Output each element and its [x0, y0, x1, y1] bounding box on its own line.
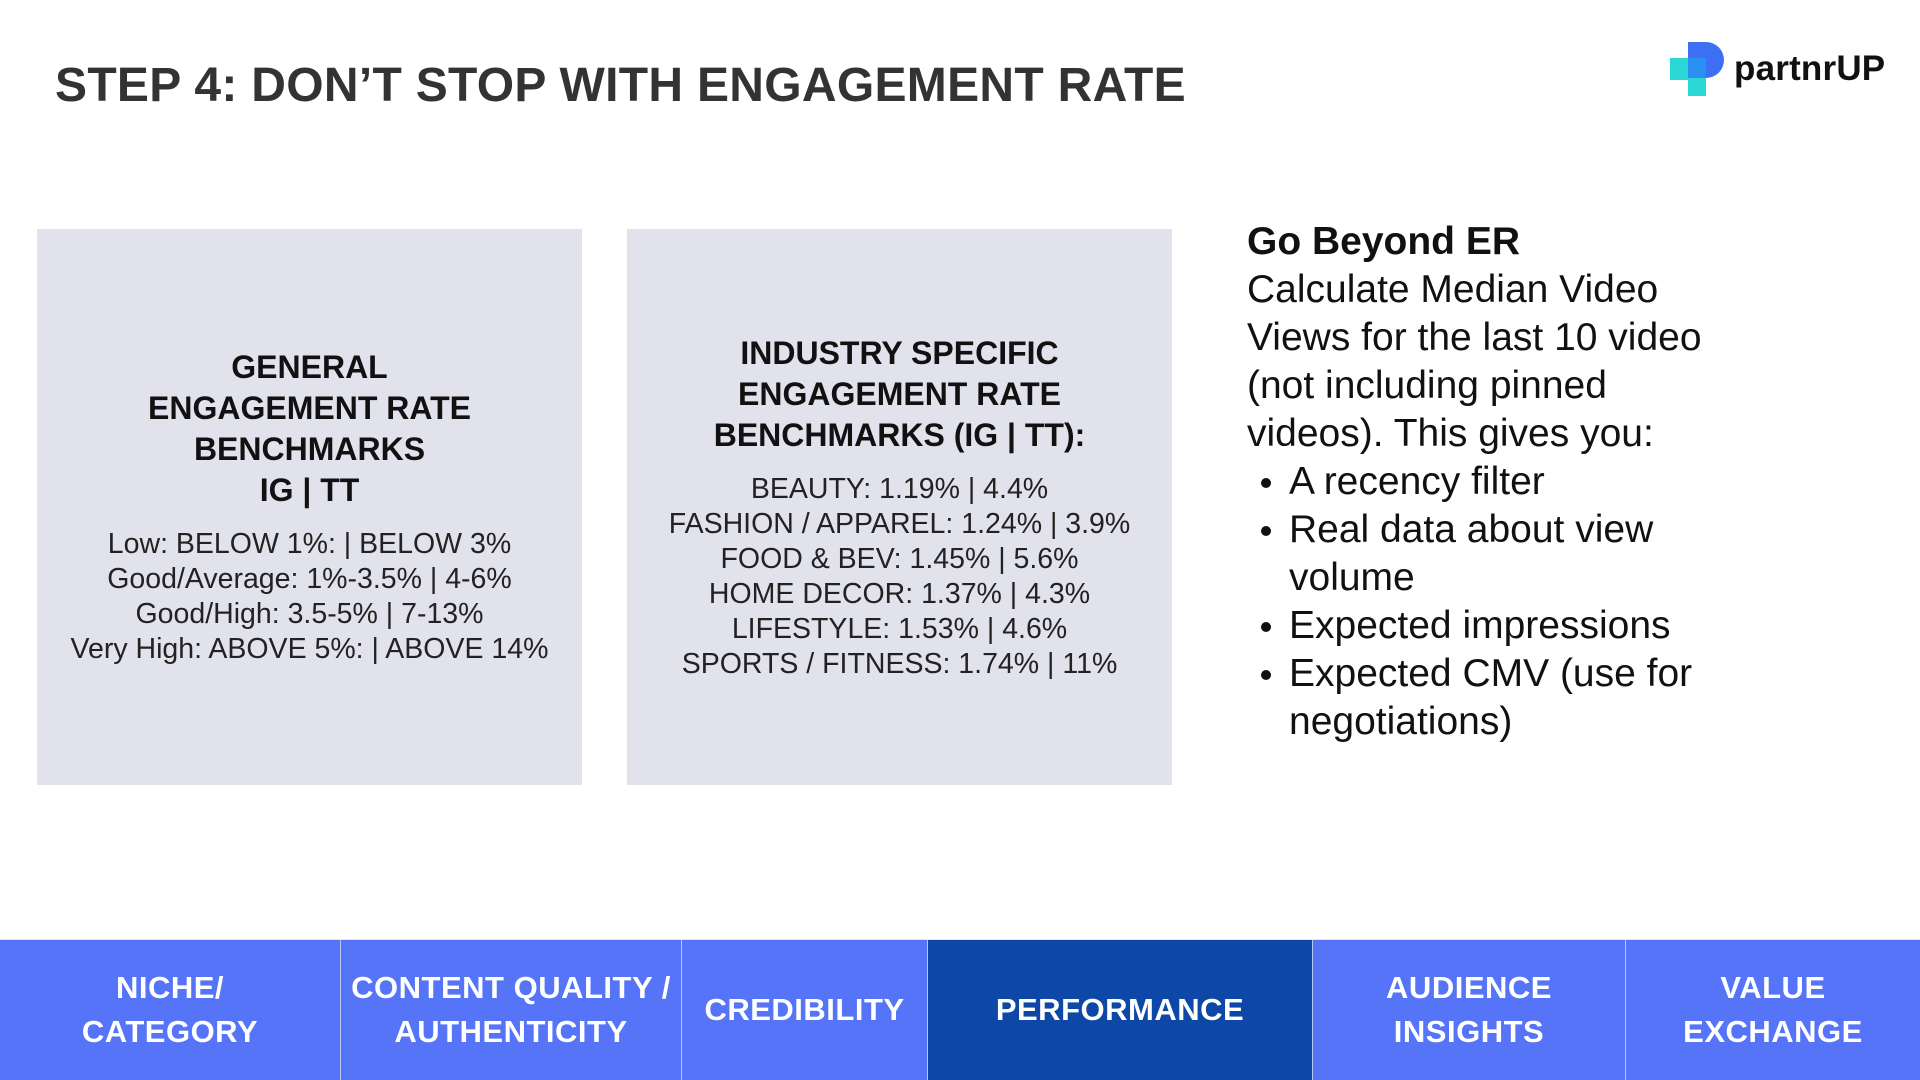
nav-tab-content-quality[interactable]: CONTENT QUALITY / AUTHENTICITY	[341, 940, 682, 1080]
nav-tab-label: AUTHENTICITY	[394, 1014, 628, 1049]
benchmark-line: Good/High: 3.5-5% | 7-13%	[135, 598, 484, 630]
body-line: videos). This gives you:	[1247, 412, 1654, 455]
general-title-line: ENGAGEMENT RATE	[148, 390, 471, 426]
bullet-line: Expected CMV (use for	[1289, 652, 1693, 695]
general-benchmarks-card: GENERAL ENGAGEMENT RATE BENCHMARKS IG | …	[37, 229, 582, 785]
nav-tab-label: CONTENT QUALITY /	[351, 970, 671, 1005]
general-benchmarks-title: GENERAL ENGAGEMENT RATE BENCHMARKS IG | …	[148, 347, 471, 511]
nav-tab-niche-category[interactable]: NICHE/ CATEGORY	[0, 940, 341, 1080]
benchmark-line: Very High: ABOVE 5%: | ABOVE 14%	[70, 633, 549, 665]
nav-tab-label: PERFORMANCE	[995, 992, 1245, 1027]
industry-title-line: ENGAGEMENT RATE	[738, 375, 1061, 412]
nav-tab-value-exchange[interactable]: VALUE EXCHANGE	[1626, 940, 1920, 1080]
bullet-line: Expected impressions	[1289, 604, 1671, 647]
general-benchmarks-list: Low: BELOW 1%: | BELOW 3% Good/Average: …	[71, 527, 549, 667]
logo-text: partnrUP	[1734, 49, 1886, 88]
bullet-item: Expected impressions	[1261, 602, 1807, 650]
partnrup-logo: partnrUP	[1670, 40, 1885, 98]
go-beyond-title: Go Beyond ER	[1247, 220, 1521, 263]
general-title-line: IG | TT	[259, 472, 360, 508]
nav-tab-credibility[interactable]: CREDIBILITY	[682, 940, 928, 1080]
bullet-line: volume	[1289, 556, 1415, 599]
industry-line: FASHION / APPAREL: 1.24% | 3.9%	[668, 507, 1131, 540]
industry-benchmarks-title: INDUSTRY SPECIFIC ENGAGEMENT RATE BENCHM…	[714, 333, 1086, 456]
body-line: Views for the last 10 video	[1247, 316, 1702, 359]
nav-tab-label: EXCHANGE	[1683, 1014, 1863, 1049]
industry-benchmarks-list: BEAUTY: 1.19% | 4.4% FASHION / APPAREL: …	[669, 472, 1131, 682]
benchmark-line: Good/Average: 1%-3.5% | 4-6%	[107, 563, 512, 595]
nav-tab-label: AUDIENCE	[1386, 970, 1552, 1005]
industry-title-line: BENCHMARKS (IG | TT):	[713, 416, 1086, 453]
bullet-item: Real data about view volume	[1261, 506, 1807, 602]
nav-tab-label: INSIGHTS	[1393, 1014, 1545, 1049]
bullet-line: Real data about view	[1289, 508, 1654, 551]
nav-tab-label: CATEGORY	[81, 1014, 259, 1049]
industry-title-line: INDUSTRY SPECIFIC	[740, 334, 1059, 371]
nav-tab-performance[interactable]: PERFORMANCE	[928, 940, 1313, 1080]
general-title-line: GENERAL	[231, 349, 388, 385]
benchmark-line: Low: BELOW 1%: | BELOW 3%	[107, 528, 512, 560]
nav-tab-audience-insights[interactable]: AUDIENCE INSIGHTS	[1313, 940, 1626, 1080]
bullet-line: negotiations)	[1289, 700, 1513, 743]
industry-line: BEAUTY: 1.19% | 4.4%	[750, 472, 1049, 505]
industry-line: FOOD & BEV: 1.45% | 5.6%	[720, 542, 1079, 575]
step-navigation-bar: NICHE/ CATEGORY CONTENT QUALITY / AUTHEN…	[0, 939, 1920, 1080]
go-beyond-body: Calculate Median Video Views for the las…	[1247, 266, 1807, 458]
industry-benchmarks-card: INDUSTRY SPECIFIC ENGAGEMENT RATE BENCHM…	[627, 229, 1172, 785]
general-title-line: BENCHMARKS	[193, 431, 426, 467]
bullet-item: Expected CMV (use for negotiations)	[1261, 650, 1807, 746]
industry-line: SPORTS / FITNESS: 1.74% | 11%	[681, 647, 1118, 680]
body-line: Calculate Median Video	[1247, 268, 1659, 311]
body-line: (not including pinned	[1247, 364, 1607, 407]
bullet-item: A recency filter	[1261, 458, 1807, 506]
industry-line: HOME DECOR: 1.37% | 4.3%	[708, 577, 1091, 610]
page-title: STEP 4: DON’T STOP WITH ENGAGEMENT RATE	[55, 59, 1186, 112]
go-beyond-er-section: Go Beyond ER Calculate Median Video View…	[1247, 218, 1807, 746]
nav-tab-label: CREDIBILITY	[704, 992, 905, 1027]
nav-tab-label: VALUE	[1720, 970, 1826, 1005]
industry-line: LIFESTYLE: 1.53% | 4.6%	[731, 612, 1068, 645]
bullet-line: A recency filter	[1289, 460, 1545, 503]
nav-tab-label: NICHE/	[115, 970, 225, 1005]
go-beyond-bullet-list: A recency filter Real data about view vo…	[1247, 458, 1807, 746]
partnrup-logo-icon	[1670, 42, 1724, 96]
